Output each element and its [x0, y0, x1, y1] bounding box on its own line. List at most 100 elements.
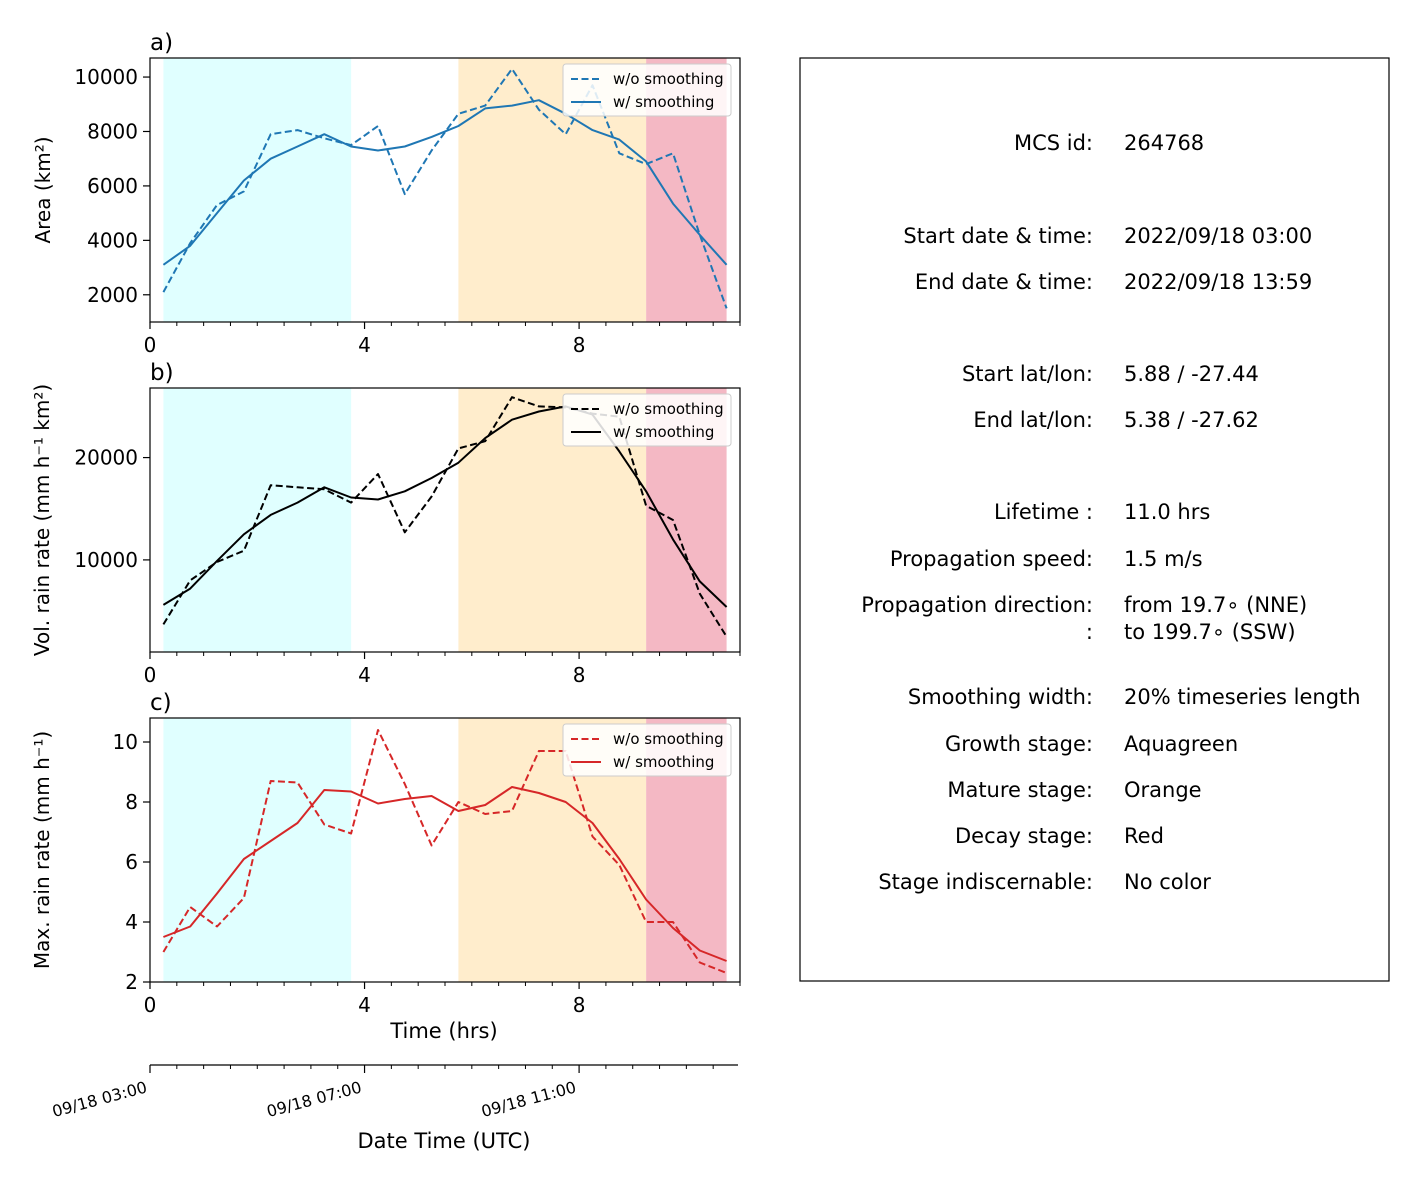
- legend-entry: w/o smoothing: [613, 730, 724, 748]
- legend-entry: w/o smoothing: [613, 400, 724, 418]
- info-label: Smoothing width:: [908, 685, 1093, 709]
- series-line-smoothed: [162, 99, 728, 266]
- series-line-smoothed: [162, 405, 728, 608]
- legend-frame: [562, 723, 732, 777]
- x-tick-label: 8: [573, 333, 586, 357]
- info-label: Lifetime :: [994, 500, 1093, 524]
- series-line-raw: [162, 67, 728, 309]
- y-tick-label: 20000: [74, 446, 138, 470]
- chart-panels: 0 4 8 2000 4000 6000 8000 10000 a) Area (km²) w/o …: [30, 30, 741, 1017]
- info-value: Red: [1124, 824, 1164, 848]
- info-label: End date & time:: [915, 270, 1093, 294]
- info-value: 2022/09/18 03:00: [1124, 224, 1312, 248]
- y-tick-label: 4000: [87, 228, 138, 252]
- legend-entry: w/ smoothing: [613, 93, 714, 111]
- info-rows: MCS id: 264768 Start date & time: 2022/09/1…: [861, 131, 1360, 894]
- info-value: Orange: [1124, 778, 1202, 802]
- info-row: Start lat/lon: 5.88 / -27.44: [962, 362, 1259, 386]
- legend: w/o smoothing w/ smoothing: [562, 393, 732, 447]
- panel-b: 0 4 8 10000 20000 b) Vol. rain rate (mm h⁻¹ km…: [30, 360, 741, 687]
- panel-label: c): [150, 690, 172, 716]
- info-label: Decay stage:: [955, 824, 1093, 848]
- x-tick-label: 8: [573, 663, 586, 687]
- y-tick-label: 2000: [87, 283, 138, 307]
- info-label: End lat/lon:: [973, 408, 1093, 432]
- datetime-axis-label: Date Time (UTC): [358, 1129, 531, 1153]
- info-row: End date & time: 2022/09/18 13:59: [915, 270, 1312, 294]
- info-value: 20% timeseries length: [1124, 685, 1361, 709]
- info-row: Smoothing width: 20% timeseries length: [908, 685, 1361, 709]
- x-tick-label: 4: [358, 663, 371, 687]
- panel-label: b): [150, 360, 174, 386]
- info-value: 264768: [1124, 131, 1204, 155]
- time-axis-label: Time (hrs): [389, 1019, 497, 1043]
- series-line-smoothed: [163, 786, 727, 962]
- info-row: Propagation direction: from 19.7∘ (NNE): [861, 593, 1307, 617]
- legend-entry: w/ smoothing: [613, 423, 714, 441]
- datetime-tick-label: 09/18 11:00: [479, 1078, 578, 1122]
- info-row: Decay stage: Red: [955, 824, 1164, 848]
- y-tick-label: 10: [113, 730, 138, 754]
- y-tick-label: 8: [125, 790, 138, 814]
- info-panel: MCS id: 264768 Start date & time: 2022/09/1…: [799, 57, 1390, 982]
- info-label: Growth stage:: [945, 732, 1093, 756]
- legend-frame: [562, 63, 732, 117]
- info-label: Start lat/lon:: [962, 362, 1093, 386]
- info-row: End lat/lon: 5.38 / -27.62: [973, 408, 1259, 432]
- y-tick-label: 6000: [87, 174, 138, 198]
- info-row: Stage indiscernable: No color: [878, 870, 1211, 894]
- info-row: MCS id: 264768: [1014, 131, 1204, 155]
- info-label: MCS id:: [1014, 131, 1093, 155]
- info-row: Lifetime : 11.0 hrs: [994, 500, 1210, 524]
- x-tick-label: 4: [358, 993, 371, 1017]
- info-row: Mature stage: Orange: [947, 778, 1201, 802]
- panel-a: 0 4 8 2000 4000 6000 8000 10000 a) Area (km²) w/o …: [31, 30, 741, 357]
- x-tick-label: 0: [144, 663, 157, 687]
- info-value: 11.0 hrs: [1124, 500, 1210, 524]
- x-tick-label: 0: [144, 993, 157, 1017]
- series-line-raw: [162, 729, 727, 974]
- y-tick-label: 10000: [74, 65, 138, 89]
- info-row: Start date & time: 2022/09/18 03:00: [903, 224, 1312, 248]
- info-value: Aquagreen: [1124, 732, 1238, 756]
- stage-band-growth: [163, 58, 352, 322]
- y-axis-label: Max. rain rate (mm h⁻¹): [30, 731, 54, 969]
- y-axis-label: Vol. rain rate (mm h⁻¹ km²): [30, 384, 54, 656]
- y-tick-label: 4: [125, 910, 138, 934]
- info-value: from 19.7∘ (NNE): [1124, 593, 1307, 617]
- info-label: Mature stage:: [947, 778, 1093, 802]
- info-row: : to 199.7∘ (SSW): [1086, 620, 1296, 644]
- y-axis-label: Area (km²): [31, 136, 55, 243]
- x-tick-label: 8: [573, 993, 586, 1017]
- legend-frame: [562, 393, 732, 447]
- legend: w/o smoothing w/ smoothing: [562, 63, 732, 117]
- y-tick-label: 6: [125, 850, 138, 874]
- panel-label: a): [150, 30, 173, 56]
- info-label: Propagation direction:: [861, 593, 1093, 617]
- datetime-tick-label: 09/18 07:00: [265, 1078, 364, 1122]
- legend-entry: w/ smoothing: [613, 753, 714, 771]
- stage-band-growth: [163, 388, 352, 652]
- info-label: Start date & time:: [903, 224, 1093, 248]
- info-value: to 199.7∘ (SSW): [1124, 620, 1296, 644]
- datetime-axis: Date Time (UTC) 09/18 03:00 09/18 07:00 09…: [50, 1064, 738, 1153]
- info-label: :: [1086, 620, 1093, 644]
- info-value: 5.38 / -27.62: [1124, 408, 1259, 432]
- info-value: No color: [1124, 870, 1211, 894]
- series-line-raw: [162, 396, 728, 638]
- panel-c: 0 4 8 2 4 6 8 10 c) Max. rain rate (mm h⁻¹) w/o sm…: [30, 690, 741, 1017]
- y-tick-label: 8000: [87, 119, 138, 143]
- info-value: 5.88 / -27.44: [1124, 362, 1259, 386]
- legend: w/o smoothing w/ smoothing: [562, 723, 732, 777]
- x-tick-label: 0: [144, 333, 157, 357]
- x-tick-label: 4: [358, 333, 371, 357]
- y-tick-label: 2: [125, 970, 138, 994]
- datetime-tick-label: 09/18 03:00: [50, 1078, 149, 1122]
- time-axis-title: Time (hrs): [389, 1019, 497, 1043]
- y-tick-label: 10000: [74, 548, 138, 572]
- info-value: 1.5 m/s: [1124, 547, 1203, 571]
- info-row: Propagation speed: 1.5 m/s: [890, 547, 1203, 571]
- info-value: 2022/09/18 13:59: [1124, 270, 1312, 294]
- legend-entry: w/o smoothing: [613, 70, 724, 88]
